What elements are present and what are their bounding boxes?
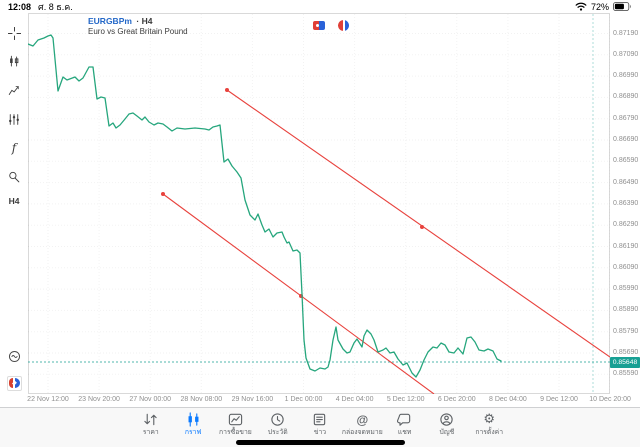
chart-toolbar: f H4: [0, 14, 28, 407]
price-tick-label: 0.86890: [613, 93, 639, 101]
price-tick-label: 0.86990: [613, 72, 639, 80]
timeframe-label[interactable]: H4: [8, 196, 20, 206]
time-tick-label: 6 Dec 20:00: [437, 396, 476, 403]
trendline-anchor[interactable]: [225, 88, 229, 92]
crosshair-icon[interactable]: [0, 22, 28, 44]
symbol-description: Euro vs Great Britain Pound: [88, 27, 188, 36]
time-tick-label: 5 Dec 12:00: [386, 396, 425, 403]
price-tick-label: 0.86090: [613, 263, 639, 271]
tab-news[interactable]: ข่าว: [299, 412, 341, 436]
tab-history-clock[interactable]: ประวัติ: [257, 412, 299, 436]
history-clock-icon: [270, 412, 285, 427]
tab-trade-chart[interactable]: การซื้อขาย: [214, 412, 256, 436]
time-tick-label: 4 Dec 04:00: [335, 396, 374, 403]
account-icon: [439, 412, 454, 427]
candles-icon: [186, 412, 201, 427]
price-tick-label: 0.85890: [613, 306, 639, 314]
flag-badge-icon[interactable]: [313, 21, 325, 30]
tab-settings-gear[interactable]: ⚙ การตั้งค่า: [468, 412, 510, 436]
tab-label: ข่าว: [313, 429, 327, 436]
news-icon: [312, 412, 327, 427]
tab-arrows-updown[interactable]: ราคา: [130, 412, 172, 436]
price-tick-label: 0.86590: [613, 157, 639, 165]
trendline[interactable]: [226, 89, 610, 358]
status-circle-icon[interactable]: [0, 345, 28, 367]
chart-title: EURGBPm · H4 Euro vs Great Britain Pound: [88, 15, 188, 37]
price-tick-label: 0.85590: [613, 370, 639, 378]
tab-label: ราคา: [142, 429, 159, 436]
time-tick-label: 29 Nov 16:00: [231, 396, 274, 403]
clock: 12:08: [8, 2, 32, 12]
trendline[interactable]: [162, 193, 435, 394]
time-tick-label: 10 Dec 20:00: [589, 396, 631, 403]
status-bar: 12:08 ศ. 8 ธ.ค. 72%: [0, 0, 640, 14]
circle-badge-icon[interactable]: [338, 20, 349, 31]
function-icon[interactable]: f: [11, 141, 17, 155]
candlestick-chart-icon[interactable]: [0, 50, 28, 72]
tab-label: บัญชี: [439, 429, 455, 436]
metaquotes-logo-icon[interactable]: [0, 372, 28, 394]
tab-label: ประวัติ: [267, 429, 288, 436]
arrows-updown-icon: [143, 412, 158, 427]
price-tick-label: 0.85790: [613, 327, 639, 335]
chart-frame: [28, 13, 610, 394]
price-line: [28, 34, 502, 378]
time-tick-label: 22 Nov 12:00: [27, 396, 69, 403]
time-tick-label: 8 Dec 04:00: [489, 396, 527, 403]
chat-bubble-icon: [397, 412, 412, 427]
indicator-chart-icon[interactable]: [0, 79, 28, 101]
tab-label: กราฟ: [184, 429, 202, 436]
trendline-anchor[interactable]: [420, 225, 424, 229]
mailbox-at-icon: @: [356, 412, 369, 427]
timeframe-indicator: · H4: [136, 16, 153, 26]
time-tick-label: 1 Dec 00:00: [284, 396, 323, 403]
tab-label: การตั้งค่า: [475, 429, 504, 436]
price-tick-label: 0.86690: [613, 136, 639, 143]
wifi-icon: [575, 2, 587, 13]
price-tick-label: 0.85990: [613, 285, 639, 293]
home-indicator[interactable]: [236, 440, 405, 445]
battery-percent: 72%: [590, 2, 609, 12]
price-tick-label: 0.87090: [613, 50, 639, 58]
objects-icon[interactable]: [0, 166, 28, 188]
time-tick-label: 28 Nov 08:00: [180, 396, 223, 403]
price-tick-label: 0.85690: [613, 349, 639, 356]
chart-badges: [313, 20, 349, 31]
price-tick-label: 0.86190: [613, 242, 639, 250]
price-tick-label: 0.86790: [613, 114, 639, 122]
price-tick-label: 0.87190: [613, 29, 639, 37]
tab-label: การซื้อขาย: [219, 429, 252, 436]
sliders-icon[interactable]: [0, 108, 28, 130]
time-tick-label: 9 Dec 12:00: [540, 396, 578, 403]
price-chart[interactable]: [28, 14, 610, 394]
status-date: ศ. 8 ธ.ค.: [38, 2, 73, 12]
tab-candles[interactable]: กราฟ: [172, 412, 214, 436]
trade-chart-icon: [228, 412, 243, 427]
tab-mailbox-at[interactable]: @ กล่องจดหมาย: [341, 412, 383, 437]
settings-gear-icon: ⚙: [483, 412, 495, 427]
current-price-badge: 0.85648: [610, 356, 640, 368]
symbol-name: EURGBPm: [88, 16, 132, 26]
time-tick-label: 27 Nov 00:00: [129, 396, 172, 403]
time-tick-label: 23 Nov 20:00: [78, 396, 120, 403]
price-tick-label: 0.86390: [613, 199, 639, 207]
price-tick-label: 0.86290: [613, 221, 639, 229]
tab-label: แชท: [397, 429, 412, 436]
battery-icon: [613, 1, 632, 13]
price-tick-label: 0.86490: [613, 178, 639, 186]
tab-label: กล่องจดหมาย: [341, 429, 383, 436]
trendline-anchor[interactable]: [161, 192, 165, 196]
tab-account[interactable]: บัญชี: [426, 412, 468, 436]
tab-chat-bubble[interactable]: แชท: [383, 412, 425, 436]
